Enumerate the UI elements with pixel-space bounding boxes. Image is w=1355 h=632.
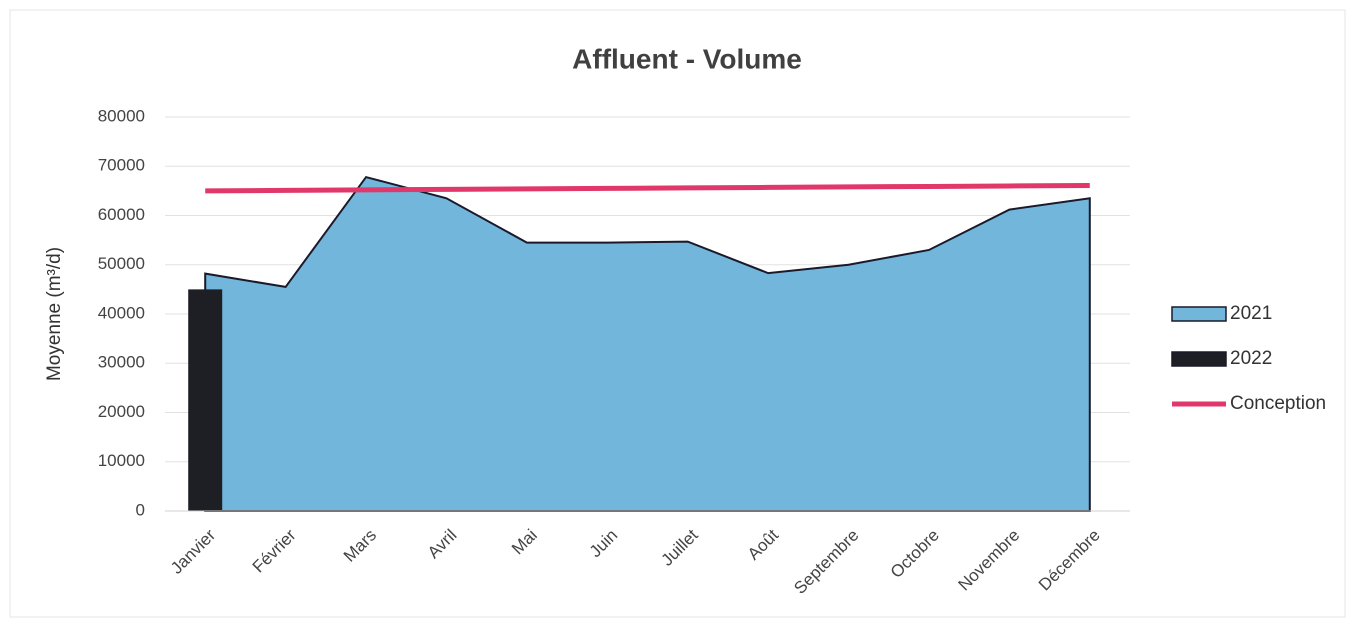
y-tick-label: 80000 xyxy=(98,106,145,125)
area xyxy=(204,175,1091,512)
legend-swatch xyxy=(1171,351,1227,367)
y-tick-label: 10000 xyxy=(98,451,145,470)
y-tick-label: 70000 xyxy=(98,156,145,175)
y-tick-label: 50000 xyxy=(98,254,145,273)
chart-title: Affluent - Volume xyxy=(572,43,802,74)
y-tick-label: 0 xyxy=(136,500,145,519)
line xyxy=(205,182,1090,194)
legend-label: 2021 xyxy=(1230,303,1272,324)
y-tick-label: 20000 xyxy=(98,402,145,421)
bar xyxy=(188,289,223,511)
legend-swatch xyxy=(1171,306,1227,322)
y-tick-label: 30000 xyxy=(98,353,145,372)
y-tick-label: 40000 xyxy=(98,303,145,322)
y-tick-label: 60000 xyxy=(98,205,145,224)
y-axis-label: Moyenne (m³/d) xyxy=(44,247,65,381)
legend-label: 2022 xyxy=(1230,348,1272,369)
legend-label: Conception xyxy=(1230,393,1326,414)
